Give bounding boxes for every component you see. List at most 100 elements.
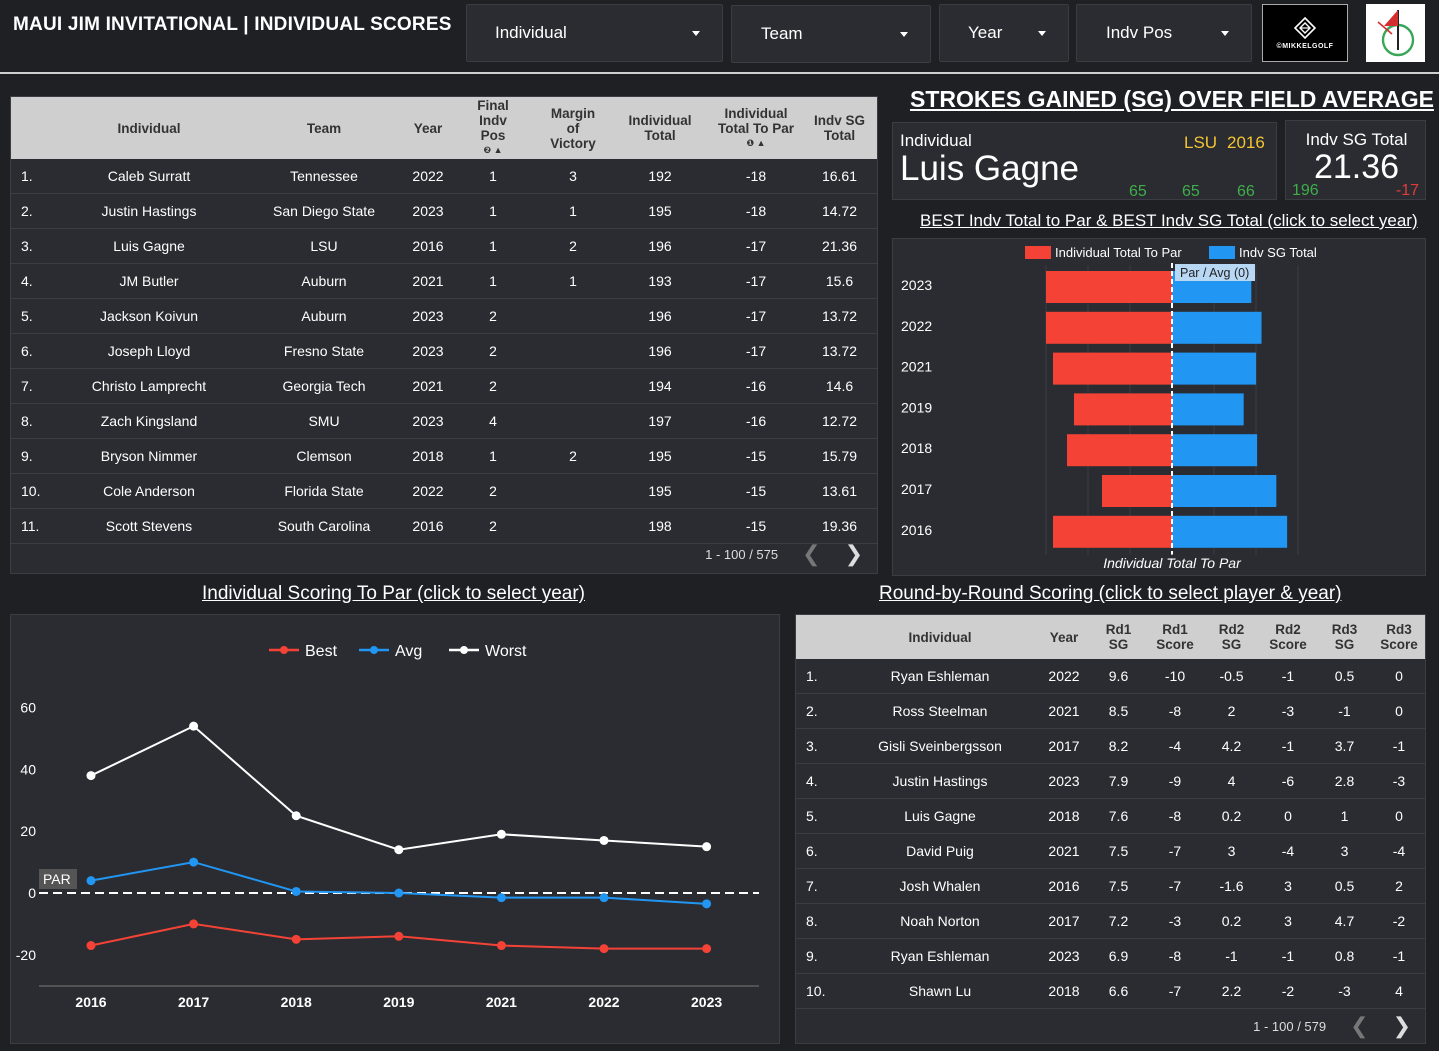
table-row[interactable]: 3. Gisli Sveinbergsson 2017 8.2 -4 4.2 -1 3.7 -1	[796, 728, 1425, 765]
individual-filter-dropdown[interactable]: Individual	[466, 4, 723, 62]
table-row[interactable]: 11. Scott Stevens South Carolina 2016 2 198 -1…	[11, 508, 877, 545]
mikkelgolf-logo[interactable]: ©MIKKELGOLF	[1262, 4, 1348, 62]
table-row[interactable]: 5. Jackson Koivun Auburn 2023 2 196 -17 13.72	[11, 298, 877, 335]
table-row[interactable]: 1. Ryan Eshleman 2022 9.6 -10 -0.5 -1 0.5 0	[796, 659, 1425, 695]
best-chart-title[interactable]: BEST Indv Total to Par & BEST Indv SG To…	[920, 211, 1418, 230]
to-par-bar	[1046, 271, 1172, 303]
cell-year: 2021	[1038, 693, 1090, 730]
best-bar-chart[interactable]: Individual Total To Par Indv SG Total 2023…	[893, 239, 1427, 577]
indv-pos-filter-dropdown[interactable]: Indv Pos	[1076, 4, 1252, 62]
table-row[interactable]: 7. Josh Whalen 2016 7.5 -7 -1.6 3 0.5 2	[796, 868, 1425, 905]
x-tick-label: 2019	[383, 994, 414, 1010]
cell-final-pos: 2	[450, 333, 536, 370]
cell-team: Georgia Tech	[242, 368, 406, 405]
cell-to-par: -17	[710, 298, 802, 335]
cell-year: 2016	[1038, 868, 1090, 905]
year-filter-dropdown[interactable]: Year	[939, 4, 1069, 62]
rd1-score-column-header[interactable]: Rd1 Score	[1147, 615, 1203, 659]
cell-to-par: -15	[710, 473, 802, 510]
cell-team: Auburn	[242, 298, 406, 335]
cell-rd2-score: -6	[1260, 763, 1316, 800]
year-column-header[interactable]: Year	[406, 97, 450, 159]
to-par-bar	[1102, 475, 1172, 507]
round-individual-column-header[interactable]: Individual	[842, 615, 1038, 659]
y-tick-label: 2023	[901, 277, 932, 293]
table-row[interactable]: 2. Justin Hastings San Diego State 2023 1 1 19…	[11, 193, 877, 230]
table-row[interactable]: 10. Cole Anderson Florida State 2022 2 195 -15…	[11, 473, 877, 510]
next-page-icon[interactable]: ❯	[844, 541, 863, 566]
cell-team: South Carolina	[242, 508, 406, 545]
cell-total: 197	[610, 403, 710, 440]
individual-filter-label: Individual	[495, 23, 567, 42]
team-filter-dropdown[interactable]: Team	[731, 5, 931, 63]
individual-total-label: Individual Total	[628, 113, 692, 143]
y-tick-label: 0	[28, 885, 36, 901]
table-row[interactable]: 7. Christo Lamprecht Georgia Tech 2021 2 194-…	[11, 368, 877, 405]
table-row[interactable]: 4. JM Butler Auburn 2021 1 1 193 -17 15.6	[11, 263, 877, 300]
rd3-sg-column-header[interactable]: Rd3 SG	[1316, 615, 1373, 659]
table-row[interactable]: 6. David Puig 2021 7.5 -7 3 -4 3 -4	[796, 833, 1425, 870]
cell-rd3-score: 4	[1373, 973, 1425, 1010]
scorecard-team: LSU	[1184, 133, 1218, 152]
individual-total-column-header[interactable]: Individual Total	[610, 97, 710, 159]
sg-total-bar	[1172, 393, 1244, 426]
rd2-score-column-header[interactable]: Rd2 Score	[1260, 615, 1316, 659]
table-row[interactable]: 2. Ross Steelman 2021 8.5 -8 2 -3 -1 0	[796, 693, 1425, 730]
round-table-title[interactable]: Round-by-Round Scoring (click to select …	[879, 583, 1342, 604]
next-page-icon[interactable]: ❯	[1392, 1013, 1411, 1038]
cell-rd1-sg: 7.2	[1090, 903, 1147, 940]
final-indv-pos-column-header[interactable]: Final Indv Pos ❷ ▲	[450, 97, 536, 159]
cell-team: San Diego State	[242, 193, 406, 230]
table-row[interactable]: 10. Shawn Lu 2018 6.6 -7 2.2 -2 -3 4	[796, 973, 1425, 1010]
main-table-pager: 1 - 100 / 575 ❮ ❯	[705, 541, 863, 567]
team-column-header[interactable]: Team	[242, 97, 406, 159]
cell-margin: 1	[536, 263, 610, 300]
individual-column-header[interactable]: Individual	[56, 97, 242, 159]
row-rank: 3.	[11, 228, 56, 265]
cell-rd2-sg: 2	[1203, 693, 1260, 730]
table-row[interactable]: 8. Zach Kingsland SMU 2023 4 197 -16 12.72	[11, 403, 877, 440]
legend-marker	[370, 646, 378, 654]
table-row[interactable]: 9. Ryan Eshleman 2023 6.9 -8 -1 -1 0.8 -1	[796, 938, 1425, 975]
y-tick-label: 2018	[901, 440, 932, 456]
cell-individual: Ryan Eshleman	[842, 938, 1038, 975]
rd2-sg-column-header[interactable]: Rd2 SG	[1203, 615, 1260, 659]
row-rank: 2.	[11, 193, 56, 230]
cell-rd3-score: -3	[1373, 763, 1425, 800]
table-row[interactable]: 3. Luis Gagne LSU 2016 1 2 196 -17 21.36	[11, 228, 877, 265]
rd3-score-column-header[interactable]: Rd3 Score	[1373, 615, 1425, 659]
cell-individual: Ross Steelman	[842, 693, 1038, 730]
tournament-logo[interactable]	[1366, 4, 1425, 62]
prev-page-icon[interactable]: ❮	[1350, 1013, 1369, 1038]
table-row[interactable]: 9. Bryson Nimmer Clemson 2018 1 2 195 -15 15.79	[11, 438, 877, 475]
prev-page-icon[interactable]: ❮	[802, 541, 821, 566]
cell-individual: Jackson Koivun	[56, 298, 242, 335]
row-rank: 3.	[796, 728, 842, 765]
row-rank: 8.	[796, 903, 842, 940]
data-point	[189, 919, 199, 929]
cell-margin	[536, 298, 610, 335]
round-table-pager: 1 - 100 / 579 ❮ ❯	[1253, 1013, 1411, 1039]
individual-total-to-par-column-header[interactable]: Individual Total To Par ❶ ▲	[710, 97, 802, 159]
table-row[interactable]: 1. Caleb Surratt Tennessee 2022 1 3 192 -18 16.6…	[11, 159, 877, 195]
round-year-column-header[interactable]: Year	[1038, 615, 1090, 659]
table-row[interactable]: 8. Noah Norton 2017 7.2 -3 0.2 3 4.7 -2	[796, 903, 1425, 940]
cell-final-pos: 2	[450, 298, 536, 335]
margin-of-victory-column-header[interactable]: Margin of Victory	[536, 97, 610, 159]
table-row[interactable]: 4. Justin Hastings 2023 7.9 -9 4 -6 2.8 -3	[796, 763, 1425, 800]
data-point	[599, 893, 609, 903]
table-row[interactable]: 6. Joseph Lloyd Fresno State 2023 2 196 -17 13.…	[11, 333, 877, 370]
cell-rd3-sg: 0.5	[1316, 868, 1373, 905]
line-chart-title[interactable]: Individual Scoring To Par (click to sele…	[202, 583, 585, 604]
cell-individual: Shawn Lu	[842, 973, 1038, 1010]
table-row[interactable]: 5. Luis Gagne 2018 7.6 -8 0.2 0 1 0	[796, 798, 1425, 835]
cell-rd2-sg: -1.6	[1203, 868, 1260, 905]
cell-rd1-score: -10	[1147, 659, 1203, 695]
scoring-line-chart[interactable]: Best Avg Worst 60 40 20 0 -20 2016 2017 2018 2019 20…	[11, 615, 781, 1045]
x-tick-label: 2016	[75, 994, 106, 1010]
cell-year: 2022	[1038, 659, 1090, 695]
rd1-sg-column-header[interactable]: Rd1 SG	[1090, 615, 1147, 659]
cell-to-par: -15	[710, 438, 802, 475]
indv-sg-total-column-header[interactable]: Indv SG Total	[802, 97, 877, 159]
individual-scores-table-panel: Individual Team Year Final Indv Pos ❷ ▲ …	[10, 96, 878, 574]
